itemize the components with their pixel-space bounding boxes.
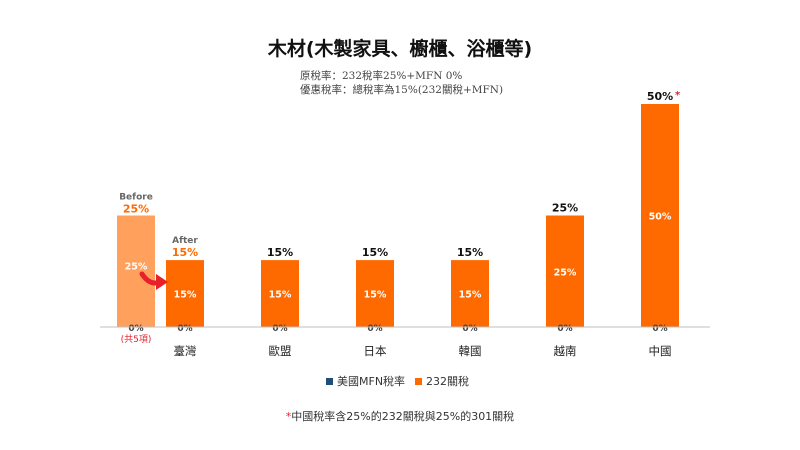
chart-title: 木材(木製家具、櫥櫃、浴櫃等) bbox=[267, 38, 533, 60]
bar-5 bbox=[641, 104, 679, 327]
category-label-5: 中國 bbox=[649, 344, 672, 358]
value-label-2: 15% bbox=[362, 246, 388, 259]
value-label-0: 15% bbox=[172, 246, 198, 259]
footnote-text: 中國稅率含25%的232關稅與25%的301關稅 bbox=[291, 410, 515, 423]
legend-label-mfn: 美國MFN稅率 bbox=[337, 375, 406, 388]
category-label-4: 越南 bbox=[554, 344, 577, 358]
base-label-0: 0% bbox=[177, 324, 192, 334]
category-label-2: 日本 bbox=[364, 344, 387, 358]
base-label-3: 0% bbox=[462, 324, 477, 334]
base-label-5: 0% bbox=[652, 324, 667, 334]
inner-label-0: 15% bbox=[174, 290, 197, 301]
legend-swatch-232 bbox=[415, 377, 423, 385]
bar-2 bbox=[356, 260, 394, 327]
bar-taiwan-before bbox=[117, 215, 155, 327]
value-label-5: 50% bbox=[647, 90, 673, 103]
label-after: After bbox=[172, 236, 198, 246]
base-label-taiwan-before: 0% bbox=[128, 324, 143, 334]
footnote: *中國稅率含25%的232關稅與25%的301關稅 bbox=[0, 408, 800, 424]
legend-swatch-mfn bbox=[326, 377, 333, 385]
legend: 美國MFN稅率 232關稅 bbox=[326, 373, 469, 389]
value-label-4: 25% bbox=[552, 202, 578, 215]
inner-label-taiwan-before: 25% bbox=[125, 261, 148, 272]
note-taiwan-count: (共5項) bbox=[121, 334, 152, 345]
inner-label-3: 15% bbox=[459, 290, 482, 301]
bar-4 bbox=[546, 215, 584, 327]
bar-3 bbox=[451, 260, 489, 327]
bar-1 bbox=[261, 260, 299, 327]
china-asterisk: * bbox=[675, 90, 681, 101]
legend-label-232: 232關稅 bbox=[426, 375, 470, 388]
base-label-4: 0% bbox=[557, 324, 572, 334]
category-label-0: 臺灣 bbox=[174, 344, 197, 358]
footnote-star: * bbox=[285, 410, 292, 423]
inner-label-4: 25% bbox=[554, 267, 577, 278]
category-label-3: 韓國 bbox=[459, 344, 482, 358]
inner-label-1: 15% bbox=[269, 290, 292, 301]
subtitle-preferential-rate: 優惠稅率：總稅率為15%(232關稅+MFN) bbox=[300, 84, 504, 96]
bar-0 bbox=[166, 260, 204, 327]
inner-label-2: 15% bbox=[364, 290, 387, 301]
reduction-arrow-head bbox=[156, 274, 168, 290]
value-label-3: 15% bbox=[457, 246, 483, 259]
base-label-2: 0% bbox=[367, 324, 382, 334]
value-label-1: 15% bbox=[267, 246, 293, 259]
label-before: Before bbox=[119, 193, 153, 203]
subtitle-original-rate: 原稅率：232稅率25%+MFN 0% bbox=[300, 70, 463, 82]
base-label-1: 0% bbox=[272, 324, 287, 334]
value-label-taiwan-before: 25% bbox=[123, 203, 149, 216]
category-label-1: 歐盟 bbox=[269, 344, 292, 358]
inner-label-5: 50% bbox=[649, 212, 672, 223]
